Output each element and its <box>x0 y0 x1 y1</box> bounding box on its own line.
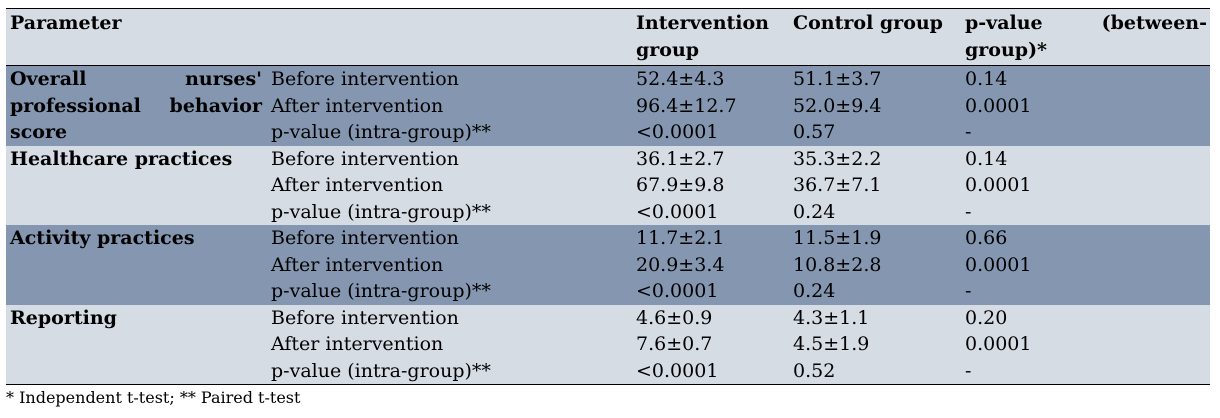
intervention-value: 20.9±3.4 <box>636 253 725 276</box>
row-label: p-value (intra-group)** <box>271 359 491 382</box>
pvalue-between: - <box>965 280 972 302</box>
header-pvalue-word2: (between- <box>1101 12 1207 34</box>
pvalue-between: 0.0001 <box>965 333 1032 355</box>
table-row: p-value (intra-group)** <0.0001 0.24 - <box>6 199 1210 226</box>
group-name-word: professional <box>10 94 141 117</box>
intervention-value: 67.9±9.8 <box>636 174 725 196</box>
header-pvalue-line1: p-value (between- <box>965 10 1207 37</box>
table-body: Overall nurses' professional behavior score B… <box>6 66 1210 384</box>
header-intervention-line1: Intervention <box>636 12 769 34</box>
group-name-line: score <box>10 119 262 146</box>
group-name: Healthcare practices <box>10 147 233 170</box>
row-label: After intervention <box>271 333 444 355</box>
header-intervention-line2: group <box>636 38 700 61</box>
row-label: After intervention <box>271 174 444 196</box>
table-row: p-value (intra-group)** <0.0001 0.24 - <box>6 278 1210 305</box>
control-value: 0.57 <box>793 121 836 143</box>
table-row: After intervention 96.4±12.7 52.0±9.4 0.000… <box>6 93 1210 120</box>
control-value: 4.3±1.1 <box>793 306 870 329</box>
intervention-value: <0.0001 <box>636 121 719 143</box>
results-table: Parameter Intervention group Control gro… <box>6 8 1210 385</box>
intervention-value: <0.0001 <box>636 280 719 302</box>
table-row: Before intervention 11.7±2.1 11.5±1.9 0.66 <box>6 225 1210 252</box>
pvalue-between: - <box>965 200 972 223</box>
pvalue-between: 0.66 <box>965 227 1008 249</box>
intervention-value: <0.0001 <box>636 200 719 223</box>
row-label: Before intervention <box>271 227 459 249</box>
group-name-line: professional behavior <box>10 93 262 120</box>
control-value: 0.24 <box>793 280 836 302</box>
pvalue-between: 0.14 <box>965 147 1008 170</box>
table-row: After intervention 67.9±9.8 36.7±7.1 0.0001 <box>6 172 1210 199</box>
pvalue-between: 0.14 <box>965 68 1008 90</box>
control-value: 4.5±1.9 <box>793 333 870 355</box>
pvalue-between: 0.0001 <box>965 253 1032 276</box>
table-footnote: * Independent t-test; ** Paired t-test <box>6 388 301 407</box>
table-row: Before intervention 36.1±2.7 35.3±2.2 0.14 <box>6 146 1210 173</box>
table-row: Before intervention 52.4±4.3 51.1±3.7 0.14 <box>6 66 1210 93</box>
control-value: 11.5±1.9 <box>793 227 882 249</box>
table-row: Before intervention 4.6±0.9 4.3±1.1 0.20 <box>6 305 1210 332</box>
header-control: Control group <box>793 12 943 34</box>
pvalue-between: 0.20 <box>965 306 1008 329</box>
control-value: 0.52 <box>793 359 836 382</box>
group-name-word: score <box>10 121 68 143</box>
intervention-value: 36.1±2.7 <box>636 147 725 170</box>
intervention-value: 7.6±0.7 <box>636 333 713 355</box>
group-name-word: Overall <box>10 68 87 90</box>
pvalue-between: - <box>965 359 972 382</box>
row-label: Before intervention <box>271 147 459 170</box>
row-label: Before intervention <box>271 306 459 329</box>
table-row: After intervention 7.6±0.7 4.5±1.9 0.0001 <box>6 331 1210 358</box>
control-value: 52.0±9.4 <box>793 94 882 117</box>
table-group: Activity practices Before intervention 11.… <box>6 225 1210 305</box>
intervention-value: <0.0001 <box>636 359 719 382</box>
pvalue-between: - <box>965 121 972 143</box>
table-row: p-value (intra-group)** <0.0001 0.52 - <box>6 358 1210 385</box>
pvalue-between: 0.0001 <box>965 174 1032 196</box>
group-name-word: behavior <box>169 94 262 117</box>
group-name-word: nurses' <box>185 68 262 90</box>
table-row: After intervention 20.9±3.4 10.8±2.8 0.0001 <box>6 252 1210 279</box>
pvalue-between: 0.0001 <box>965 94 1032 117</box>
control-value: 51.1±3.7 <box>793 68 882 90</box>
row-label: After intervention <box>271 94 444 117</box>
table-header-row: Parameter Intervention group Control gro… <box>6 9 1210 66</box>
header-parameter: Parameter <box>10 12 122 34</box>
control-value: 36.7±7.1 <box>793 174 882 196</box>
table-group: Overall nurses' professional behavior score B… <box>6 66 1210 146</box>
control-value: 10.8±2.8 <box>793 253 882 276</box>
intervention-value: 52.4±4.3 <box>636 68 725 90</box>
header-pvalue-word1: p-value <box>965 12 1043 34</box>
table-row: p-value (intra-group)** <0.0001 0.57 - <box>6 119 1210 146</box>
table-group: Reporting Before intervention 4.6±0.9 4.3±1… <box>6 304 1210 385</box>
group-name-line: Overall nurses' <box>10 66 262 93</box>
group-name: Activity practices <box>10 227 195 249</box>
control-value: 0.24 <box>793 200 836 223</box>
group-name: Reporting <box>10 306 117 329</box>
control-value: 35.3±2.2 <box>793 147 882 170</box>
row-label: p-value (intra-group)** <box>271 280 491 302</box>
header-pvalue-line2: group)* <box>965 38 1047 61</box>
intervention-value: 96.4±12.7 <box>636 94 737 117</box>
header-intervention: Intervention group <box>636 10 769 63</box>
intervention-value: 11.7±2.1 <box>636 227 725 249</box>
header-pvalue: p-value (between- group)* <box>965 10 1207 63</box>
intervention-value: 4.6±0.9 <box>636 306 713 329</box>
row-label: p-value (intra-group)** <box>271 200 491 223</box>
table-group: Healthcare practices Before intervention 3… <box>6 145 1210 226</box>
row-label: Before intervention <box>271 68 459 90</box>
group-name: Overall nurses' professional behavior score <box>10 66 262 146</box>
row-label: After intervention <box>271 253 444 276</box>
row-label: p-value (intra-group)** <box>271 121 491 143</box>
